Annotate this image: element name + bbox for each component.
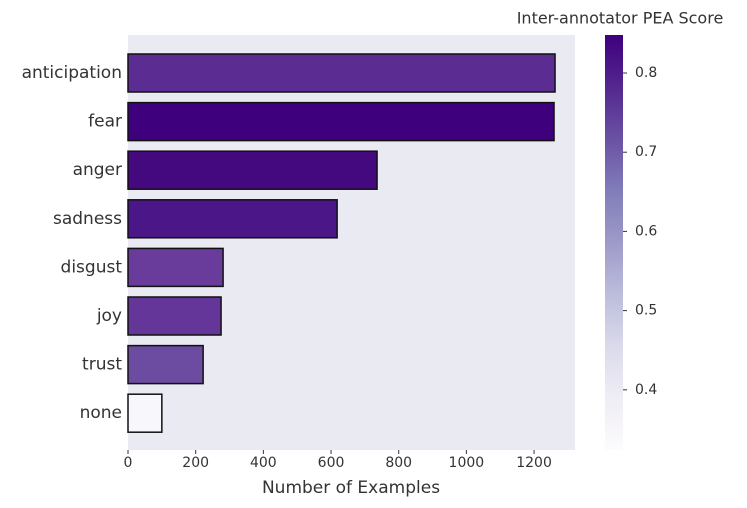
- y-tick-label: anticipation: [22, 63, 122, 83]
- x-tick-label: 1000: [449, 455, 485, 471]
- bar: [127, 247, 224, 288]
- bar: [127, 53, 556, 93]
- x-tick-label: 200: [182, 455, 209, 471]
- x-axis-label: Number of Examples: [262, 478, 440, 498]
- colorbar-tick-label: 0.4: [635, 382, 657, 398]
- bar: [127, 199, 338, 239]
- colorbar-tick-label: 0.5: [635, 303, 657, 319]
- y-tick-label: joy: [96, 306, 122, 326]
- x-tick-label: 600: [318, 455, 345, 471]
- y-tick-label: fear: [88, 112, 122, 132]
- y-tick-label: disgust: [61, 257, 123, 277]
- colorbar-tick-label: 0.8: [635, 65, 657, 81]
- y-tick-label: trust: [82, 355, 122, 375]
- bar: [127, 101, 555, 142]
- colorbar-tick-label: 0.6: [635, 223, 657, 239]
- x-tick-label: 800: [385, 455, 412, 471]
- bar: [127, 296, 222, 336]
- y-tick-label: sadness: [53, 209, 122, 229]
- bar: [127, 150, 378, 190]
- x-tick-label: 400: [250, 455, 277, 471]
- colorbar: [605, 35, 623, 450]
- y-tick-label: anger: [73, 160, 122, 180]
- x-tick-label: 0: [124, 455, 133, 471]
- x-tick-label: 1200: [516, 455, 552, 471]
- y-tick-label: none: [80, 403, 122, 423]
- bar: [127, 393, 163, 433]
- colorbar-tick-label: 0.7: [635, 144, 657, 160]
- colorbar-label: Inter-annotator PEA Score: [517, 9, 724, 28]
- bar: [127, 344, 204, 385]
- plot-area: [128, 35, 575, 450]
